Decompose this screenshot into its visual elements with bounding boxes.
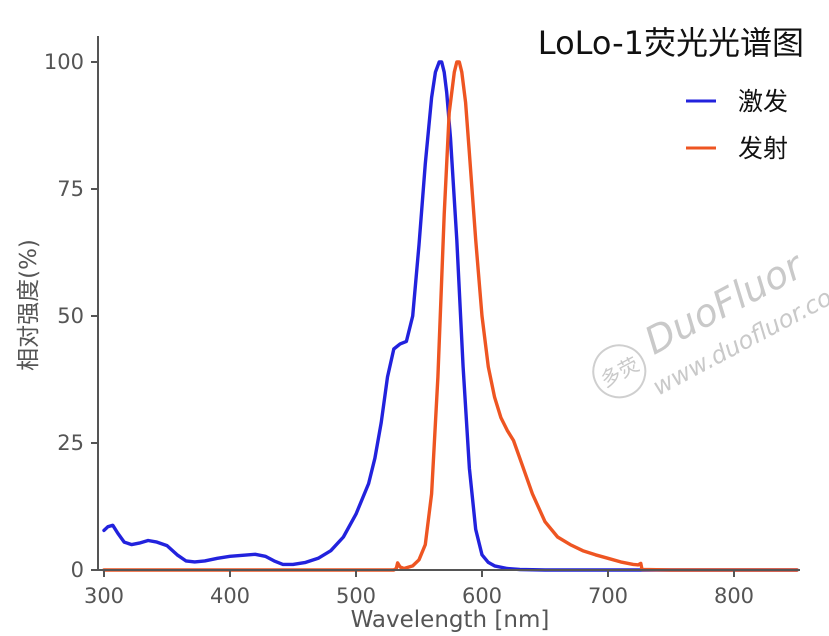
- legend: 激发 发射: [686, 87, 788, 163]
- y-tick-label: 25: [57, 431, 84, 455]
- emission-series-line: [102, 60, 799, 572]
- x-axis-title: Wavelength [nm]: [351, 607, 550, 633]
- legend-label-excitation: 激发: [738, 87, 788, 116]
- y-tick-label: 50: [57, 304, 84, 328]
- x-tick-label: 600: [462, 584, 502, 608]
- excitation-series-line: [102, 60, 799, 572]
- y-tick-label: 100: [44, 50, 84, 74]
- legend-label-emission: 发射: [738, 134, 788, 163]
- x-tick-label: 500: [336, 584, 376, 608]
- y-tick-label: 75: [57, 177, 84, 201]
- watermark: 多荧 DuoFluor www.duofluor.com: [592, 243, 829, 401]
- x-tick-label: 800: [714, 584, 754, 608]
- legend-item-emission: 发射: [686, 134, 788, 163]
- watermark-logo: 多荧: [592, 344, 647, 399]
- x-tick-label: 300: [84, 584, 124, 608]
- chart-title: LoLo-1荧光光谱图: [538, 24, 804, 62]
- x-axis-ticks: 300 400 500 600 700 800: [84, 570, 754, 608]
- y-axis-title: 相对强度(%): [16, 239, 42, 371]
- x-tick-label: 400: [210, 584, 250, 608]
- legend-item-excitation: 激发: [686, 87, 788, 116]
- y-tick-label: 0: [71, 558, 84, 582]
- plot-area: [102, 60, 799, 572]
- y-axis-ticks: 0 25 50 75 100: [44, 50, 98, 582]
- x-tick-label: 700: [588, 584, 628, 608]
- watermark-logo-text: 多荧: [596, 352, 643, 392]
